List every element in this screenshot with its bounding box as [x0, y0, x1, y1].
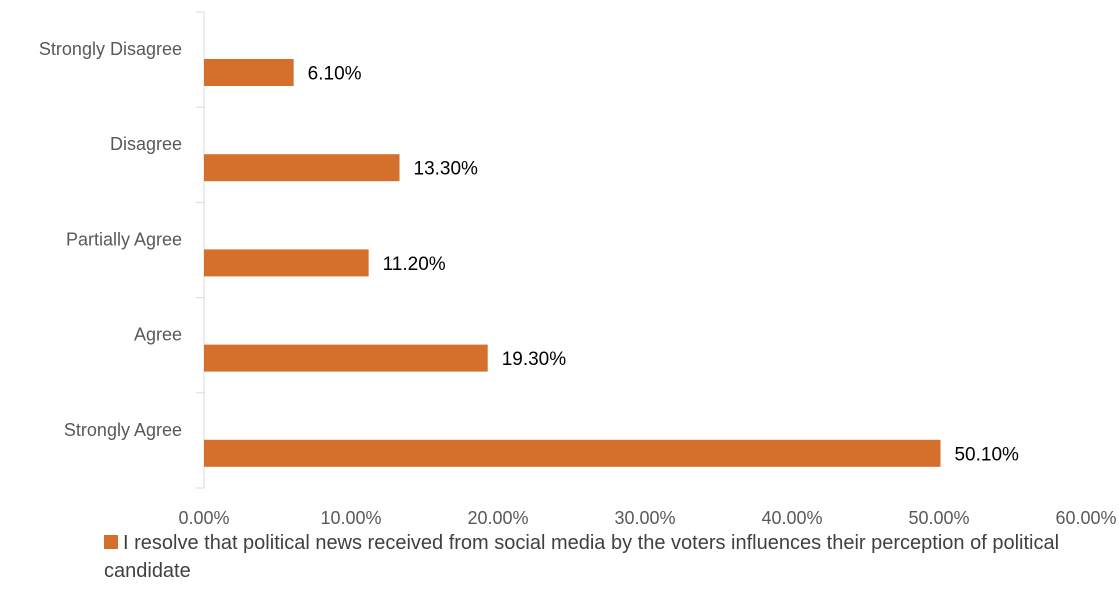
bar [204, 440, 940, 467]
x-tick-label: 60.00% [1055, 508, 1116, 528]
legend: I resolve that political news received f… [104, 529, 1064, 585]
category-label: Partially Agree [66, 229, 182, 249]
category-label: Strongly Disagree [39, 39, 182, 59]
data-label: 19.30% [502, 349, 567, 370]
data-label: 11.20% [383, 254, 446, 275]
x-tick-label: 20.00% [467, 508, 528, 528]
x-tick-label: 40.00% [761, 508, 822, 528]
category-label: Agree [134, 325, 182, 345]
x-tick-label: 30.00% [614, 508, 675, 528]
category-label: Disagree [110, 134, 182, 154]
category-label: Strongly Agree [64, 420, 182, 440]
legend-label: I resolve that political news received f… [104, 532, 1059, 582]
data-label: 6.10% [308, 64, 362, 85]
bar [204, 249, 369, 276]
data-label: 13.30% [414, 159, 479, 180]
data-label: 50.10% [954, 444, 1019, 465]
bar [204, 345, 488, 372]
bar [204, 154, 400, 181]
x-tick-label: 50.00% [908, 508, 969, 528]
bar-layer [204, 59, 940, 467]
legend-swatch [104, 535, 118, 549]
axis-layer [196, 12, 204, 488]
x-tick-label: 10.00% [320, 508, 381, 528]
x-tick-label: 0.00% [178, 508, 229, 528]
bar [204, 59, 294, 86]
